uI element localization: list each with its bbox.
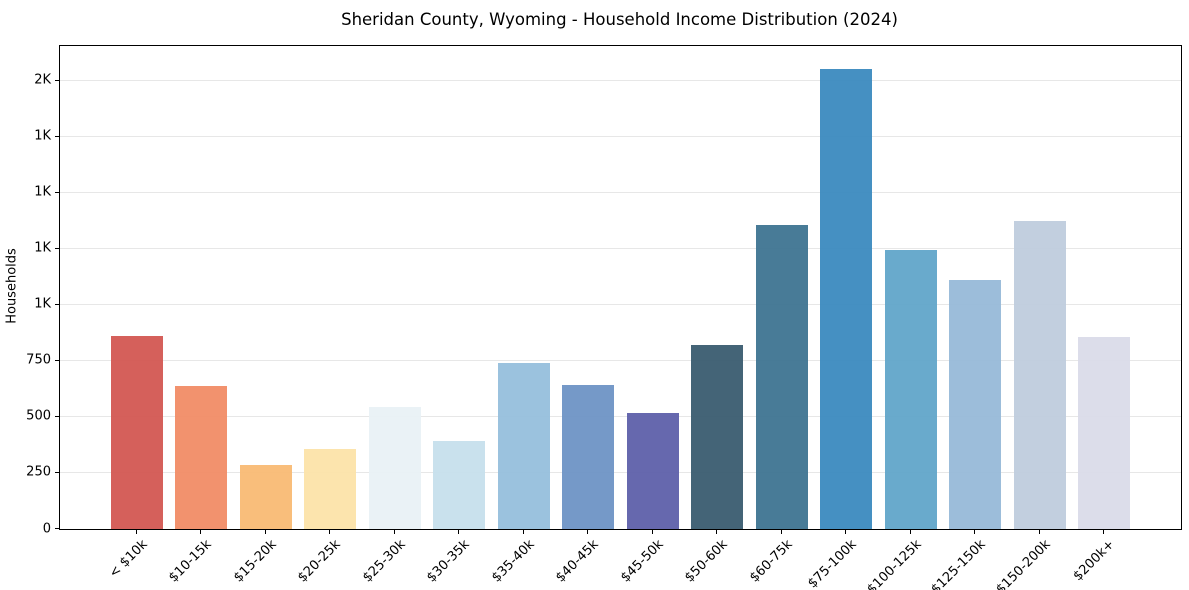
gridline	[60, 472, 1181, 474]
y-tick-label: 750	[26, 352, 51, 368]
bar-$35-40k	[497, 363, 550, 529]
x-tick-label: $30-35k	[424, 537, 473, 586]
bar-$45-50k	[626, 413, 679, 529]
y-tick-mark	[55, 191, 59, 193]
y-tick-label: 0	[42, 521, 51, 536]
y-tick-label: 2K	[34, 72, 51, 88]
y-tick-label: 250	[26, 464, 51, 480]
bar-$20-25k	[304, 448, 357, 529]
x-tick-mark	[780, 529, 782, 534]
bar-$50-60k	[691, 344, 744, 529]
x-tick-label: $35-40k	[488, 537, 538, 586]
y-tick-mark	[55, 471, 59, 473]
x-tick-mark	[845, 529, 847, 534]
gridline	[60, 416, 1181, 418]
x-tick-label: $75-100k	[805, 537, 860, 590]
y-tick-mark	[55, 247, 59, 249]
bar-$15-20k	[239, 465, 292, 529]
x-tick-mark	[909, 529, 911, 534]
gridline	[60, 360, 1181, 362]
x-tick-mark	[264, 529, 266, 534]
x-tick-label: $10-15k	[166, 537, 215, 586]
bar-$125-150k	[949, 279, 1002, 529]
bar-$75-100k	[820, 69, 873, 529]
bar-< $10k	[110, 336, 163, 529]
bar-$10-15k	[175, 386, 228, 529]
y-tick-mark	[55, 359, 59, 361]
y-tick-label: 1K	[34, 296, 51, 312]
x-tick-label: $45-50k	[617, 537, 667, 586]
x-tick-label: $150-200k	[993, 537, 1054, 590]
gridline	[60, 80, 1181, 82]
x-tick-mark	[458, 529, 460, 534]
y-tick-label: 1K	[34, 128, 51, 144]
x-tick-mark	[135, 529, 137, 534]
bar-$200k+	[1078, 336, 1131, 529]
x-tick-label: $100-125k	[864, 537, 925, 590]
x-tick-mark	[587, 529, 589, 534]
gridline	[60, 192, 1181, 194]
x-tick-label: $40-45k	[553, 537, 602, 586]
plot-area	[59, 45, 1182, 530]
y-tick-mark	[55, 528, 59, 529]
y-axis-label: Households	[4, 248, 20, 324]
x-tick-mark	[716, 529, 718, 534]
gridline	[60, 248, 1181, 250]
bar-$60-75k	[755, 225, 808, 529]
x-tick-label: $50-60k	[682, 537, 731, 586]
bar-$25-30k	[368, 407, 421, 529]
gridline	[60, 304, 1181, 306]
chart-title: Sheridan County, Wyoming - Household Inc…	[341, 10, 898, 29]
x-tick-mark	[1103, 529, 1105, 534]
y-tick-mark	[55, 135, 59, 137]
gridline	[60, 136, 1181, 138]
x-tick-label: $15-20k	[230, 537, 280, 586]
bar-$100-125k	[884, 249, 937, 529]
x-tick-mark	[522, 529, 524, 534]
y-tick-mark	[55, 79, 59, 81]
y-tick-label: 500	[26, 408, 51, 424]
x-tick-mark	[200, 529, 202, 534]
bar-$30-35k	[433, 441, 486, 529]
x-tick-label: $25-30k	[359, 537, 409, 586]
bar-$150-200k	[1013, 221, 1066, 529]
x-tick-mark	[1038, 529, 1040, 534]
y-tick-label: 1K	[34, 184, 51, 200]
y-tick-mark	[55, 415, 59, 417]
y-tick-mark	[55, 303, 59, 305]
x-tick-mark	[974, 529, 976, 534]
x-tick-label: $200k+	[1070, 537, 1118, 585]
x-tick-label: $20-25k	[295, 537, 344, 586]
x-tick-label: < $10k	[106, 537, 151, 582]
x-tick-mark	[393, 529, 395, 534]
x-tick-label: $60-75k	[746, 537, 796, 586]
bar-$40-45k	[562, 384, 615, 529]
x-tick-mark	[329, 529, 331, 534]
x-tick-label: $125-150k	[928, 537, 989, 590]
x-tick-mark	[651, 529, 653, 534]
y-tick-label: 1K	[34, 240, 51, 256]
